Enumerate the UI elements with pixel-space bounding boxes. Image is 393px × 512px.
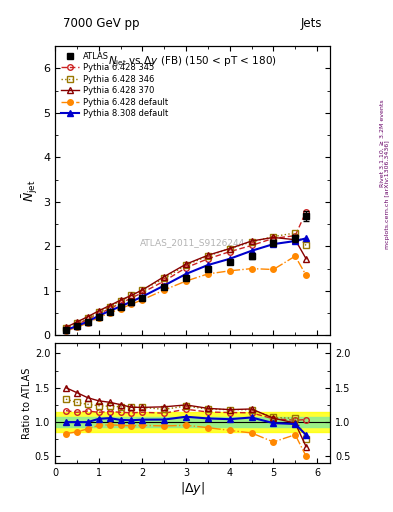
Text: 7000 GeV pp: 7000 GeV pp — [63, 16, 140, 30]
X-axis label: $|\Delta y|$: $|\Delta y|$ — [180, 480, 205, 497]
Y-axis label: Ratio to ATLAS: Ratio to ATLAS — [22, 368, 32, 439]
Legend: ATLAS, Pythia 6.428 345, Pythia 6.428 346, Pythia 6.428 370, Pythia 6.428 defaul: ATLAS, Pythia 6.428 345, Pythia 6.428 34… — [59, 50, 170, 120]
Bar — [55, 412, 330, 433]
Text: Jets: Jets — [301, 16, 322, 30]
Y-axis label: $\bar{N}_{\mathrm{jet}}$: $\bar{N}_{\mathrm{jet}}$ — [21, 180, 40, 202]
Text: ATLAS_2011_S9126244: ATLAS_2011_S9126244 — [140, 238, 245, 247]
Text: $N_{\mathrm{jet}}$ vs $\Delta y$ (FB) (150 < pT < 180): $N_{\mathrm{jet}}$ vs $\Delta y$ (FB) (1… — [108, 55, 277, 69]
Text: Rivet 3.1.10, ≥ 3.2M events: Rivet 3.1.10, ≥ 3.2M events — [380, 99, 384, 187]
Bar — [55, 417, 330, 427]
Text: mcplots.cern.ch [arXiv:1306.3436]: mcplots.cern.ch [arXiv:1306.3436] — [385, 140, 389, 249]
